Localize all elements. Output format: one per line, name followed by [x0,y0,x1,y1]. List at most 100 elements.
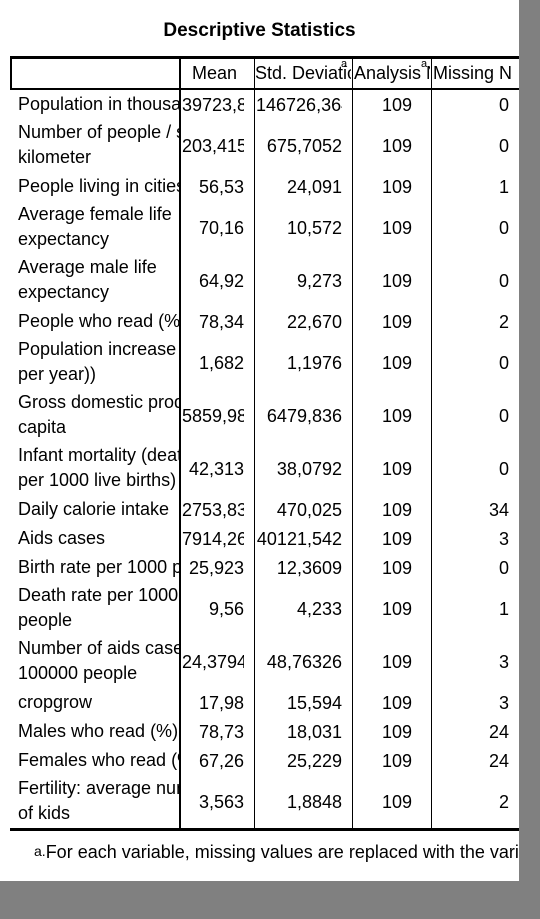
missing-n-value: 1 [498,176,509,197]
header-bottom-border [10,88,519,90]
std-deviation-value: 15,594 [286,692,342,713]
missing-n-value: 0 [498,217,509,238]
missing-n-value: 0 [498,94,509,115]
analysis-n-value: 109 [381,721,412,742]
mean-value: 64,92 [198,270,244,291]
std-deviation-value: 4,233 [296,598,342,619]
row-label-line: per 1000 live births) [18,470,177,490]
missing-n-value: 3 [498,692,509,713]
std-deviation-value: 18,031 [286,721,342,742]
row-label: Daily calorie intake [18,498,180,520]
row-label-line: capita [18,417,67,437]
analysis-n-value: 109 [381,270,412,291]
column-divider [254,59,255,828]
row-label-line: People who read (%) [18,310,180,331]
row-label-line: Death rate per 1000 [18,585,179,605]
missing-n-value: 3 [498,651,509,672]
row-label-line: Males who read (%) [18,720,179,741]
analysis-n-value: 109 [381,528,412,549]
missing-n-value: 2 [498,311,509,332]
mean-value: 56,53 [198,176,244,197]
std-deviation-value: 48,76326 [266,651,342,672]
std-deviation-value: 40121,542 [256,528,342,549]
header-mean: Mean [192,63,238,83]
row-label-line: Population increase (% [18,339,180,359]
analysis-n-value: 109 [381,458,412,479]
mean-value: 9,56 [208,598,244,619]
row-label: Infant mortality (deaths per 1000 live bi… [18,443,180,493]
footnote-marker: a. [34,843,46,859]
analysis-n-value: 109 [381,692,412,713]
row-label-line: of kids [18,803,71,823]
row-label-line: Number of people / sq. [18,122,180,142]
mean-value: 70,16 [198,217,244,238]
mean-value: 78,34 [198,311,244,332]
row-label-line: Number of aids cases / [18,638,180,658]
mean-value: 42,313 [188,458,244,479]
std-deviation-value: 470,025 [276,499,342,520]
mean-value: 17,98 [198,692,244,713]
std-deviation-value: 1,1976 [286,352,342,373]
std-deviation-value: 1,8848 [286,791,342,812]
missing-n-value: 0 [498,458,509,479]
row-label: Number of aids cases / 100000 people [18,636,180,686]
std-deviation-value: 12,3609 [276,557,342,578]
output-page: Descriptive Statistics Mean Std. Deviatio… [0,0,519,881]
row-label-line: expectancy [18,229,110,249]
table-left-border [10,56,12,88]
analysis-n-value: 109 [381,791,412,812]
analysis-n-value: 109 [381,405,412,426]
row-label: Average female life expectancy [18,202,180,252]
missing-n-value: 3 [498,528,509,549]
analysis-n-value: 109 [381,651,412,672]
mean-value: 203,415 [182,135,244,156]
analysis-n-value: 109 [381,135,412,156]
missing-n-value: 0 [498,270,509,291]
header-analysis-n: Analysis N [354,63,430,83]
row-label: Males who read (%) [18,720,180,742]
superscript-a: a [341,58,348,70]
mean-value: 5859,98 [182,405,244,426]
row-label-line: Fertility: average number [18,778,180,798]
row-label: People living in cities (%) [18,175,180,197]
row-label-line: per year)) [18,364,97,384]
std-deviation-value: 22,670 [286,311,342,332]
column-divider [179,59,181,828]
row-label: Gross domestic product / capita [18,390,180,440]
row-label-line: Population in thousands [18,93,180,114]
row-label-line: expectancy [18,282,110,302]
mean-value: 78,73 [198,721,244,742]
row-label-line: people [18,610,73,630]
mean-value: 1,682 [198,352,244,373]
column-divider [431,59,432,828]
std-deviation-value: 6479,836 [266,405,342,426]
std-deviation-value: 24,091 [286,176,342,197]
row-label-line: Birth rate per 1000 people [18,556,180,577]
table-footnote: a.For each variable, missing values are … [34,842,519,863]
column-divider [352,59,353,828]
row-label-line: Infant mortality (deaths [18,445,180,465]
analysis-n-value: 109 [381,352,412,373]
analysis-n-value: 109 [381,750,412,771]
row-label-line: Females who read (%) [18,749,180,770]
row-label: Average male life expectancy [18,255,180,305]
missing-n-value: 2 [498,791,509,812]
footnote-text: For each variable, missing values are re… [45,842,519,862]
analysis-n-value: 109 [381,499,412,520]
std-deviation-value: 9,273 [296,270,342,291]
mean-value: 2753,83 [182,499,244,520]
missing-n-value: 0 [498,557,509,578]
std-deviation-value: 675,7052 [266,135,342,156]
row-label-line: 100000 people [18,663,138,683]
mean-value: 67,26 [198,750,244,771]
superscript-a: a [421,58,428,70]
missing-n-value: 0 [498,405,509,426]
row-label: Number of people / sq. kilometer [18,120,180,170]
row-label: Aids cases [18,527,180,549]
row-label-line: Aids cases [18,527,106,548]
analysis-n-value: 109 [381,94,412,115]
mean-value: 7914,26 [182,528,244,549]
missing-n-value: 0 [498,135,509,156]
std-deviation-value: 38,0792 [276,458,342,479]
header-std-deviation: Std. Deviation [255,63,351,83]
